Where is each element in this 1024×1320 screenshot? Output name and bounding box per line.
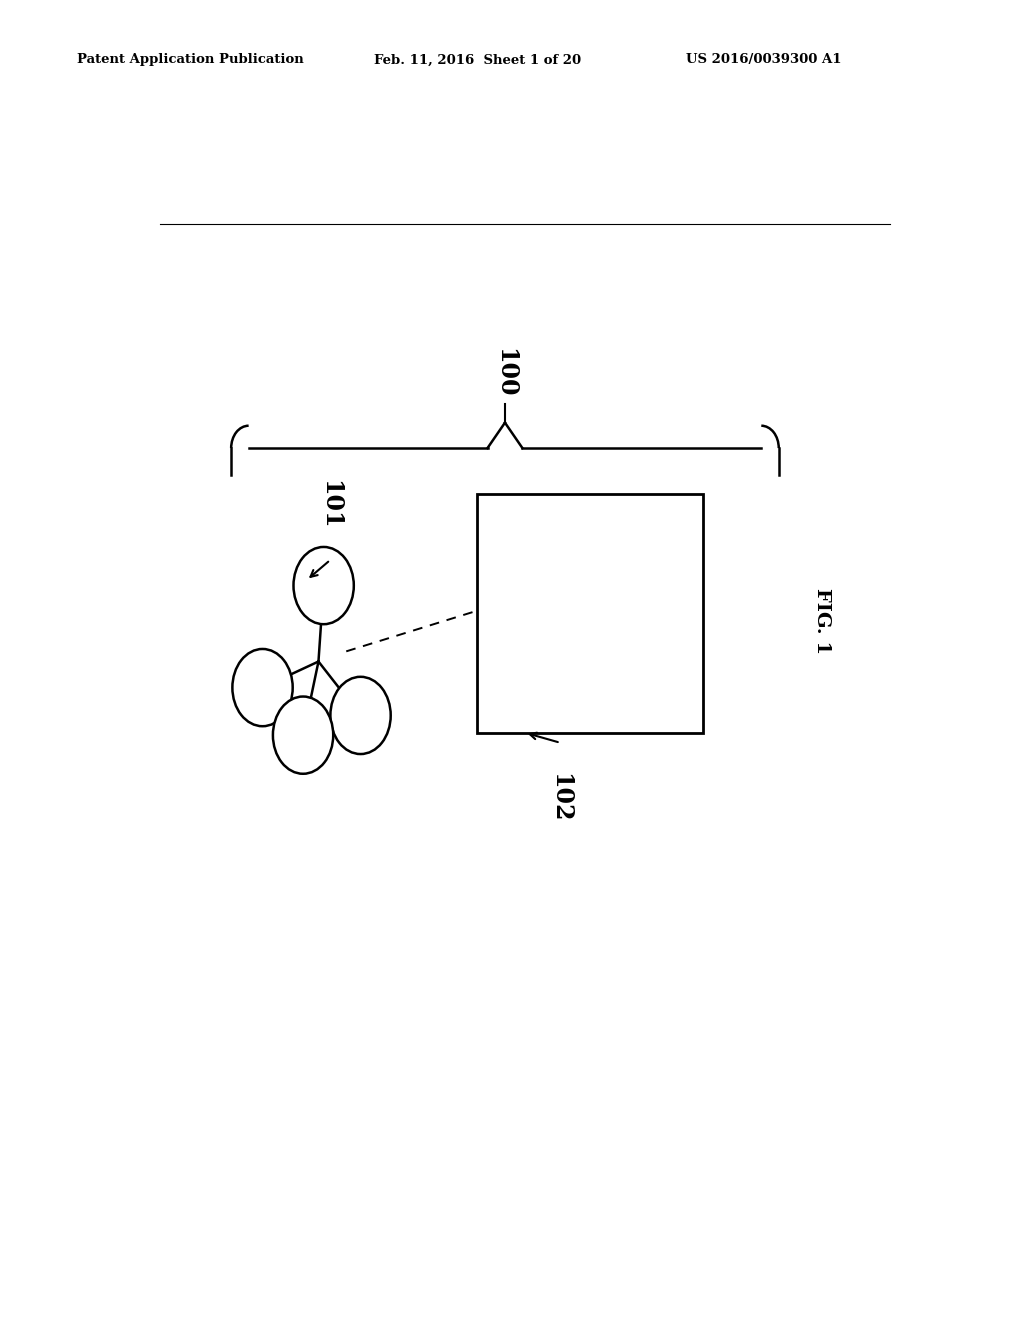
- Text: 100: 100: [493, 347, 517, 397]
- Ellipse shape: [331, 677, 391, 754]
- Bar: [477, 494, 703, 733]
- Text: Patent Application Publication: Patent Application Publication: [77, 53, 303, 66]
- Ellipse shape: [294, 546, 354, 624]
- Text: US 2016/0039300 A1: US 2016/0039300 A1: [686, 53, 842, 66]
- Text: FIG. 1: FIG. 1: [813, 587, 831, 653]
- Text: Feb. 11, 2016  Sheet 1 of 20: Feb. 11, 2016 Sheet 1 of 20: [374, 53, 581, 66]
- Ellipse shape: [273, 697, 333, 774]
- Text: 102: 102: [549, 774, 572, 822]
- Ellipse shape: [232, 649, 293, 726]
- Text: 101: 101: [318, 480, 342, 529]
